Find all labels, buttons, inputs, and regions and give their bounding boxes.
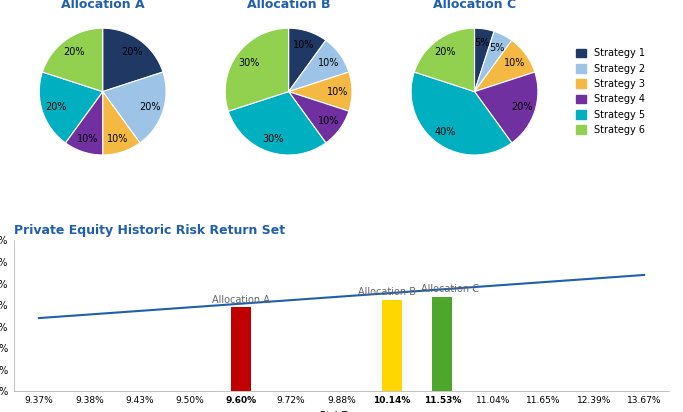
- Bar: [382, 300, 402, 391]
- Text: 10%: 10%: [318, 58, 339, 68]
- Wedge shape: [411, 72, 512, 155]
- Wedge shape: [102, 91, 140, 155]
- Text: 10%: 10%: [107, 133, 128, 144]
- Text: 20%: 20%: [434, 47, 456, 56]
- Wedge shape: [475, 31, 512, 91]
- Wedge shape: [40, 72, 102, 143]
- Title: Allocation C: Allocation C: [433, 0, 516, 11]
- Wedge shape: [66, 91, 102, 155]
- Text: 10%: 10%: [293, 40, 315, 49]
- Legend: Strategy 1, Strategy 2, Strategy 3, Strategy 4, Strategy 5, Strategy 6: Strategy 1, Strategy 2, Strategy 3, Stra…: [576, 48, 645, 135]
- Wedge shape: [289, 91, 349, 143]
- Wedge shape: [102, 72, 166, 143]
- Text: 20%: 20%: [511, 102, 532, 112]
- X-axis label: Std Dev: Std Dev: [320, 411, 363, 412]
- Text: 30%: 30%: [238, 58, 260, 68]
- Text: 5%: 5%: [489, 42, 505, 53]
- Wedge shape: [289, 72, 352, 111]
- Text: Private Equity Historic Risk Return Set: Private Equity Historic Risk Return Set: [14, 224, 285, 236]
- Wedge shape: [228, 91, 326, 155]
- Text: 10%: 10%: [76, 133, 98, 144]
- Wedge shape: [414, 28, 475, 91]
- Text: Allocation A: Allocation A: [212, 295, 270, 304]
- Text: 30%: 30%: [263, 133, 284, 144]
- Wedge shape: [289, 28, 326, 91]
- Text: 20%: 20%: [121, 47, 143, 56]
- Title: Allocation A: Allocation A: [61, 0, 145, 11]
- Text: 10%: 10%: [327, 87, 349, 96]
- Text: 20%: 20%: [139, 102, 161, 112]
- Bar: [231, 307, 251, 391]
- Wedge shape: [42, 28, 102, 91]
- Text: 20%: 20%: [45, 102, 66, 112]
- Text: 5%: 5%: [475, 38, 490, 48]
- Text: Allocation C: Allocation C: [421, 284, 479, 294]
- Wedge shape: [475, 72, 538, 143]
- Bar: [432, 297, 452, 391]
- Text: 10%: 10%: [504, 58, 525, 68]
- Wedge shape: [102, 28, 163, 91]
- Wedge shape: [475, 28, 494, 91]
- Wedge shape: [289, 40, 349, 91]
- Wedge shape: [475, 40, 535, 91]
- Title: Allocation B: Allocation B: [247, 0, 331, 11]
- Text: 20%: 20%: [63, 47, 85, 56]
- Text: 40%: 40%: [435, 126, 456, 137]
- Wedge shape: [225, 28, 289, 111]
- Text: Allocation B: Allocation B: [358, 287, 416, 297]
- Text: 10%: 10%: [318, 116, 339, 126]
